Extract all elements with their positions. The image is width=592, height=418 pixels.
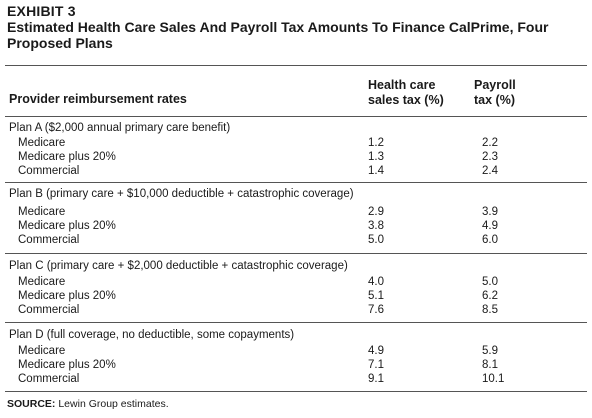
plan-title: Plan A ($2,000 annual primary care benef… <box>9 122 231 134</box>
column-header-payroll-tax-line2: tax (%) <box>474 93 515 107</box>
column-header-sales-tax: Health care sales tax (%) <box>368 78 444 108</box>
bottom-rule <box>5 391 587 392</box>
sales-tax-value: 1.2 <box>368 137 384 149</box>
payroll-tax-value: 8.1 <box>482 359 498 371</box>
section-rule <box>5 182 587 183</box>
column-header-payroll-tax-line1: Payroll <box>474 78 516 92</box>
table-row: Commercial 1.4 2.4 <box>0 164 592 178</box>
row-label: Medicare plus 20% <box>18 290 116 302</box>
column-header-sales-tax-line2: sales tax (%) <box>368 93 444 107</box>
sales-tax-value: 1.4 <box>368 165 384 177</box>
table-row: Medicare plus 20% 1.3 2.3 <box>0 150 592 164</box>
table-row: Medicare plus 20% 3.8 4.9 <box>0 219 592 233</box>
sales-tax-value: 1.3 <box>368 151 384 163</box>
sales-tax-value: 4.0 <box>368 276 384 288</box>
payroll-tax-value: 3.9 <box>482 206 498 218</box>
row-label: Commercial <box>18 304 80 316</box>
sales-tax-value: 4.9 <box>368 345 384 357</box>
payroll-tax-value: 5.0 <box>482 276 498 288</box>
row-label: Medicare plus 20% <box>18 220 116 232</box>
section-rule <box>5 253 587 254</box>
row-label: Commercial <box>18 234 80 246</box>
column-header-payroll-tax: Payroll tax (%) <box>474 78 516 108</box>
sales-tax-value: 2.9 <box>368 206 384 218</box>
sales-tax-value: 7.1 <box>368 359 384 371</box>
row-label: Medicare plus 20% <box>18 151 116 163</box>
row-label: Commercial <box>18 373 80 385</box>
payroll-tax-value: 2.3 <box>482 151 498 163</box>
plan-title: Plan B (primary care + $10,000 deductibl… <box>9 188 354 200</box>
table-row: Medicare 4.0 5.0 <box>0 275 592 289</box>
sales-tax-value: 5.0 <box>368 234 384 246</box>
column-header-rates: Provider reimbursement rates <box>9 92 187 106</box>
header-rule <box>5 116 587 117</box>
sales-tax-value: 3.8 <box>368 220 384 232</box>
sales-tax-value: 7.6 <box>368 304 384 316</box>
row-label: Medicare <box>18 276 66 288</box>
table-row: Medicare 4.9 5.9 <box>0 344 592 358</box>
row-label: Commercial <box>18 165 80 177</box>
payroll-tax-value: 6.2 <box>482 290 498 302</box>
table-row: Medicare 1.2 2.2 <box>0 136 592 150</box>
payroll-tax-value: 10.1 <box>482 373 505 385</box>
table-row: Medicare 2.9 3.9 <box>0 205 592 219</box>
section-rule <box>5 322 587 323</box>
source-label: SOURCE: <box>7 398 56 410</box>
payroll-tax-value: 5.9 <box>482 345 498 357</box>
row-label: Medicare <box>18 345 66 357</box>
table-row: Commercial 5.0 6.0 <box>0 233 592 247</box>
payroll-tax-value: 6.0 <box>482 234 498 246</box>
payroll-tax-value: 4.9 <box>482 220 498 232</box>
sales-tax-value: 9.1 <box>368 373 384 385</box>
exhibit-header: EXHIBIT 3 Estimated Health Care Sales An… <box>7 3 587 51</box>
plan-title: Plan C (primary care + $2,000 deductible… <box>9 260 348 272</box>
row-label: Medicare <box>18 206 66 218</box>
column-header-sales-tax-line1: Health care <box>368 78 436 92</box>
source-note: SOURCE: Lewin Group estimates. <box>7 398 169 411</box>
source-text: Lewin Group estimates. <box>58 398 169 410</box>
payroll-tax-value: 8.5 <box>482 304 498 316</box>
payroll-tax-value: 2.2 <box>482 137 498 149</box>
exhibit-title: Estimated Health Care Sales And Payroll … <box>7 19 549 51</box>
row-label: Medicare plus 20% <box>18 359 116 371</box>
table-row: Medicare plus 20% 7.1 8.1 <box>0 358 592 372</box>
table-row: Medicare plus 20% 5.1 6.2 <box>0 289 592 303</box>
table-row: Commercial 9.1 10.1 <box>0 372 592 386</box>
sales-tax-value: 5.1 <box>368 290 384 302</box>
exhibit-number: EXHIBIT 3 <box>7 3 76 19</box>
plan-title: Plan D (full coverage, no deductible, so… <box>9 329 295 341</box>
top-rule <box>5 65 587 66</box>
table-row: Commercial 7.6 8.5 <box>0 303 592 317</box>
payroll-tax-value: 2.4 <box>482 165 498 177</box>
row-label: Medicare <box>18 137 66 149</box>
